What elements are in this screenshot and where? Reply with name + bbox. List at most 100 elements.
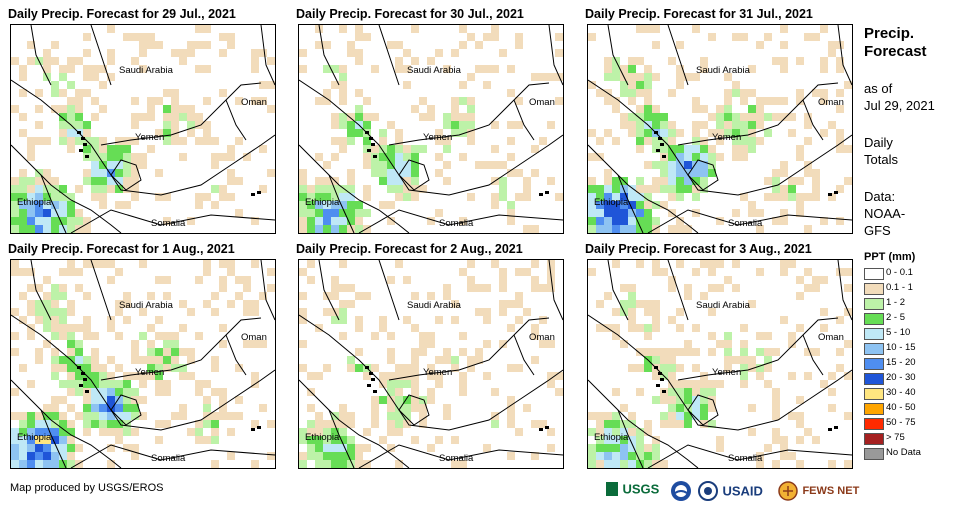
island-mark [545, 191, 549, 194]
precip-cell [459, 388, 467, 396]
precip-cell [748, 201, 756, 209]
precip-cell [323, 452, 331, 460]
precip-cell [620, 81, 628, 89]
precip-cell [780, 316, 788, 324]
precip-cell [676, 129, 684, 137]
precip-cell [684, 284, 692, 292]
precip-cell [499, 193, 507, 201]
precip-cell [740, 89, 748, 97]
precip-cell [411, 292, 419, 300]
island-mark [79, 149, 83, 152]
precip-cell [43, 209, 51, 217]
precip-cell [636, 121, 644, 129]
precip-cell [612, 201, 620, 209]
precip-cell [115, 436, 123, 444]
precip-cell [123, 316, 131, 324]
precip-cell [427, 340, 435, 348]
precip-cell [51, 316, 59, 324]
precip-cell [459, 268, 467, 276]
precip-cell [596, 412, 604, 420]
precip-cell [708, 129, 716, 137]
precip-cell [67, 380, 75, 388]
precip-cell [539, 340, 547, 348]
precip-cell [427, 57, 435, 65]
precip-cell [299, 436, 307, 444]
precip-cell [724, 105, 732, 113]
precip-cell [836, 129, 844, 137]
precip-cell [147, 292, 155, 300]
precip-cell [139, 308, 147, 316]
precip-cell [131, 388, 139, 396]
precip-cell [844, 177, 852, 185]
precip-cell [203, 268, 211, 276]
precip-cell [700, 388, 708, 396]
precip-cell [403, 404, 411, 412]
precip-cell [748, 137, 756, 145]
precip-cell [652, 452, 660, 460]
island-mark [257, 191, 261, 194]
precip-cell [668, 364, 676, 372]
precip-cell [668, 412, 676, 420]
precip-cell [636, 217, 644, 225]
precip-cell [588, 209, 596, 217]
precip-cell [163, 380, 171, 388]
precip-cell [796, 201, 804, 209]
precip-cell [652, 121, 660, 129]
precip-cell [836, 137, 844, 145]
precip-cell [740, 113, 748, 121]
precip-cell [131, 33, 139, 41]
precip-cell [620, 428, 628, 436]
precip-cell [748, 428, 756, 436]
precip-cell [756, 332, 764, 340]
precip-cell [724, 364, 732, 372]
precip-cell [507, 153, 515, 161]
precip-cell [155, 41, 163, 49]
precip-cell [692, 364, 700, 372]
precip-cell [59, 73, 67, 81]
precip-cell [515, 364, 523, 372]
precip-cell [419, 348, 427, 356]
precip-cell [700, 145, 708, 153]
precip-cell [331, 436, 339, 444]
precip-cell [171, 89, 179, 97]
precip-cell [75, 185, 83, 193]
precip-cell [99, 177, 107, 185]
precip-cell [395, 412, 403, 420]
precip-cell [620, 284, 628, 292]
precip-cell [195, 388, 203, 396]
precip-cell [499, 161, 507, 169]
precip-cell [267, 452, 275, 460]
country-label-yemen: Yemen [135, 132, 165, 143]
country-label-yemen: Yemen [423, 132, 453, 143]
precip-cell [459, 460, 467, 468]
precip-cell [67, 225, 75, 233]
precip-cell [772, 428, 780, 436]
precip-cell [403, 65, 411, 73]
precip-cell [99, 137, 107, 145]
precip-cell [19, 185, 27, 193]
precip-cell [123, 169, 131, 177]
precip-cell [323, 89, 331, 97]
precip-cell [107, 388, 115, 396]
precip-cell [91, 412, 99, 420]
precip-cell [620, 300, 628, 308]
precip-cell [644, 105, 652, 113]
precip-cell [435, 49, 443, 57]
precip-cell [307, 428, 315, 436]
side-title: Precip. Forecast [864, 25, 927, 60]
legend-label: 10 - 15 [886, 342, 916, 353]
precip-cell [523, 193, 531, 201]
precip-cell [131, 57, 139, 65]
precip-cell [347, 41, 355, 49]
precip-cell [620, 452, 628, 460]
precip-cell [539, 316, 547, 324]
precip-cell [299, 292, 307, 300]
precip-cell [107, 404, 115, 412]
precip-cell [628, 412, 636, 420]
precip-cell [19, 193, 27, 201]
precip-cell [796, 412, 804, 420]
precip-cell [788, 185, 796, 193]
precip-cell [652, 444, 660, 452]
precip-cell [347, 412, 355, 420]
precip-cell [403, 380, 411, 388]
